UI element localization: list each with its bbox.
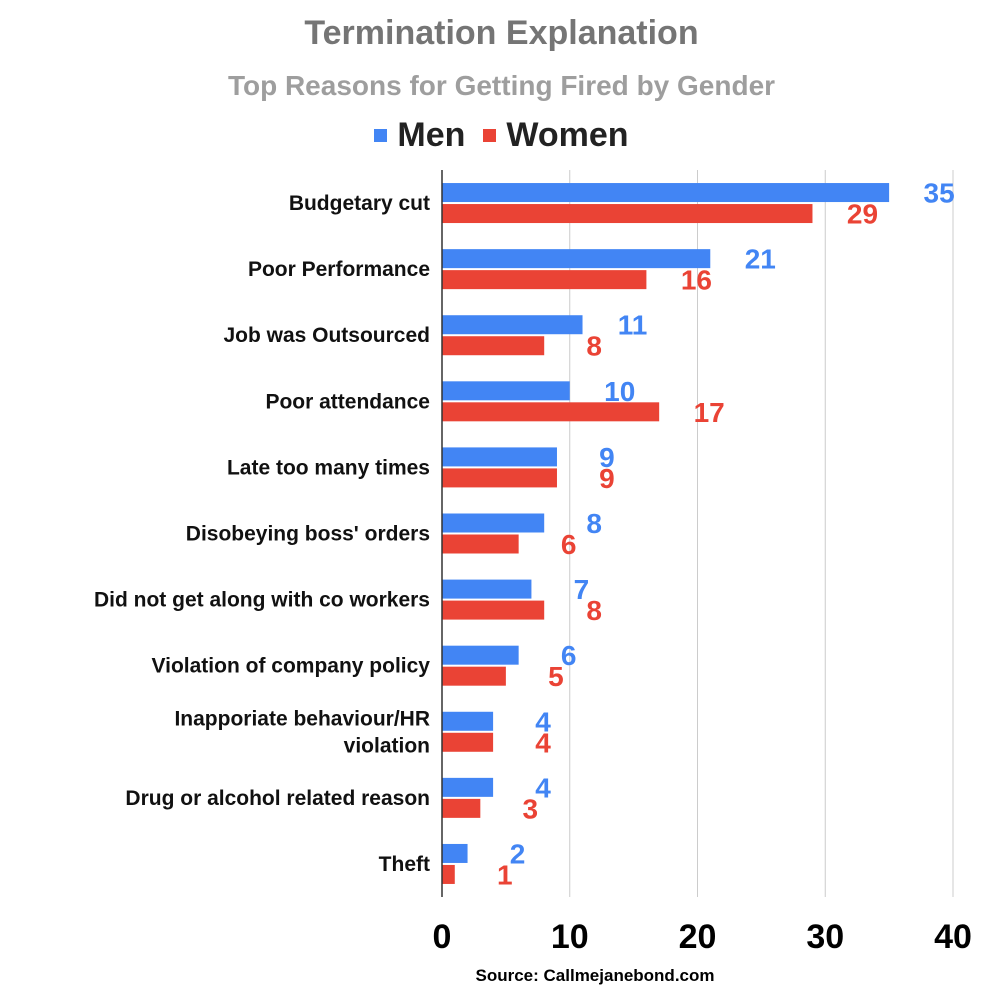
legend-label-women: Women — [506, 116, 629, 154]
data-label-men: 9 — [599, 442, 615, 473]
category-label: Late too many times — [227, 456, 430, 479]
bars — [442, 183, 890, 884]
bar-men — [442, 315, 583, 335]
data-label-women: 9 — [599, 463, 615, 494]
bar-men — [442, 249, 711, 269]
source-note: Source: Callmejanebond.com — [475, 966, 715, 985]
x-tick-label: 0 — [433, 918, 452, 956]
data-label-men: 8 — [586, 508, 602, 539]
category-label: Poor Performance — [248, 258, 430, 281]
data-label-men: 35 — [924, 178, 955, 209]
x-axis-ticks: 0 10 20 30 40 — [433, 918, 972, 956]
bar-men — [442, 513, 545, 533]
chart-title: Termination Explanation — [304, 14, 699, 52]
category-label: Budgetary cut — [289, 192, 430, 215]
data-label-men: 6 — [561, 640, 577, 671]
category-label: Poor attendance — [265, 390, 430, 413]
bar-men — [442, 711, 494, 731]
bar-men — [442, 579, 532, 599]
data-label-women: 16 — [681, 265, 712, 296]
bar-women — [442, 666, 506, 686]
data-label-men: 21 — [745, 244, 776, 275]
category-label: Inapporiate behaviour/HR violation — [174, 707, 430, 757]
bar-women — [442, 600, 545, 620]
data-label-women: 1 — [497, 859, 513, 890]
x-tick-label: 30 — [806, 918, 844, 956]
category-labels: Budgetary cut Poor Performance Job was Out… — [94, 192, 430, 876]
bar-men — [442, 381, 570, 401]
data-label-women: 29 — [847, 199, 878, 230]
chart-subtitle: Top Reasons for Getting Fired by Gender — [227, 70, 776, 101]
data-label-men: 10 — [604, 376, 635, 407]
bar-women — [442, 864, 455, 884]
bar-women — [442, 534, 519, 554]
bar-women — [442, 336, 545, 356]
legend-swatch-women — [483, 129, 497, 142]
bar-women — [442, 204, 813, 224]
data-label-men: 4 — [535, 706, 551, 737]
x-tick-label: 20 — [679, 918, 717, 956]
bar-women — [442, 468, 557, 488]
legend-label-men: Men — [397, 116, 466, 154]
bar-men — [442, 777, 494, 797]
x-tick-label: 40 — [934, 918, 972, 956]
category-label: Drug or alcohol related reason — [125, 787, 430, 810]
bar-men — [442, 645, 519, 665]
gridlines — [569, 170, 954, 897]
bar-women — [442, 798, 481, 818]
bar-men — [442, 843, 468, 863]
bar-men — [442, 447, 557, 467]
legend: Men Women — [0, 116, 1003, 155]
category-label: Did not get along with co workers — [94, 589, 430, 612]
category-label: Theft — [379, 853, 430, 876]
category-label: Job was Outsourced — [223, 324, 430, 347]
legend-item-men: Men — [374, 116, 465, 155]
category-label: Disobeying boss' orders — [186, 523, 430, 546]
category-label: Violation of company policy — [152, 655, 431, 678]
x-tick-label: 10 — [551, 918, 589, 956]
data-label-women: 3 — [523, 793, 539, 824]
data-label-men: 2 — [510, 838, 526, 869]
data-label-women: 17 — [694, 397, 725, 428]
data-label-women: 8 — [586, 595, 602, 626]
data-label-men: 11 — [618, 310, 648, 341]
data-label-women: 5 — [548, 661, 564, 692]
data-label-women: 6 — [561, 529, 577, 560]
legend-swatch-men — [374, 129, 388, 142]
data-label-men: 7 — [574, 574, 590, 605]
bar-women — [442, 270, 647, 290]
data-label-women: 8 — [586, 331, 602, 362]
data-label-women: 4 — [535, 727, 551, 758]
bar-men — [442, 183, 890, 203]
legend-item-women: Women — [483, 116, 629, 155]
bar-women — [442, 402, 660, 422]
data-label-men: 4 — [535, 772, 551, 803]
bar-women — [442, 732, 494, 752]
